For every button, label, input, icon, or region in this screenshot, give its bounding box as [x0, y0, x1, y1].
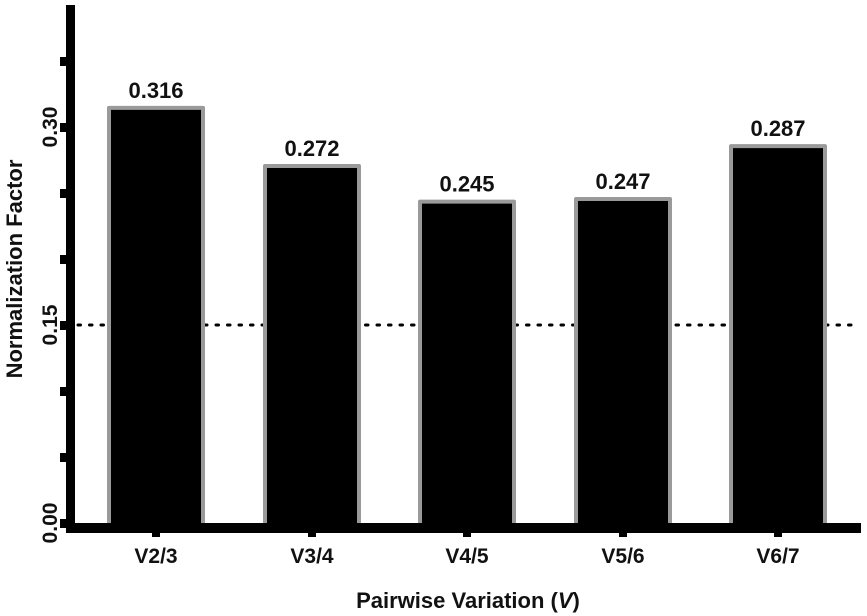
bars: 0.316 0.272 0.245 0.247 0.287: [107, 78, 827, 528]
x-tick-mark: [463, 531, 471, 537]
x-tick-label: V4/5: [445, 545, 489, 568]
bar-v4-5: [418, 199, 516, 527]
y-tick-mark: [60, 123, 68, 132]
y-tick-mark: [60, 519, 68, 528]
x-axis-title: Pairwise Variation (V): [356, 588, 580, 613]
x-tick-label: V3/4: [290, 545, 334, 568]
y-tick-mark: [60, 321, 68, 330]
y-tick-label: 0.30: [39, 107, 62, 148]
bar-v5-6: [574, 196, 672, 528]
y-tick-label: 0.00: [39, 503, 62, 544]
y-axis-title: Normalization Factor: [2, 159, 27, 378]
bar-value-label: 0.287: [750, 116, 805, 141]
bar-v2-3: [107, 105, 205, 527]
x-tick-label: V6/7: [756, 545, 799, 568]
bar-value-label: 0.316: [128, 78, 183, 103]
y-tick-mark: [60, 57, 68, 66]
x-tick-mark: [308, 531, 316, 537]
bar-value-label: 0.245: [439, 172, 494, 197]
y-tick-mark: [60, 387, 68, 396]
x-tick-label: V2/3: [134, 545, 177, 568]
y-axis-line: [66, 5, 75, 533]
y-ticks: 0.00 0.15 0.30: [39, 57, 68, 543]
bar-value-label: 0.272: [284, 136, 339, 161]
x-axis-line: [66, 523, 861, 533]
x-tick-mark: [774, 531, 782, 537]
x-tick-mark: [152, 531, 160, 537]
x-ticks: V2/3 V3/4 V4/5 V5/6 V6/7: [134, 531, 800, 568]
y-tick-mark: [60, 453, 68, 462]
y-tick-mark: [60, 189, 68, 198]
x-tick-mark: [619, 531, 627, 537]
x-tick-label: V5/6: [601, 545, 644, 568]
bar-value-label: 0.247: [595, 169, 650, 194]
bar-v6-7: [729, 144, 827, 527]
y-tick-mark: [60, 255, 68, 264]
y-tick-label: 0.15: [39, 304, 62, 345]
bar-v3-4: [263, 163, 361, 528]
axes: [66, 5, 861, 533]
